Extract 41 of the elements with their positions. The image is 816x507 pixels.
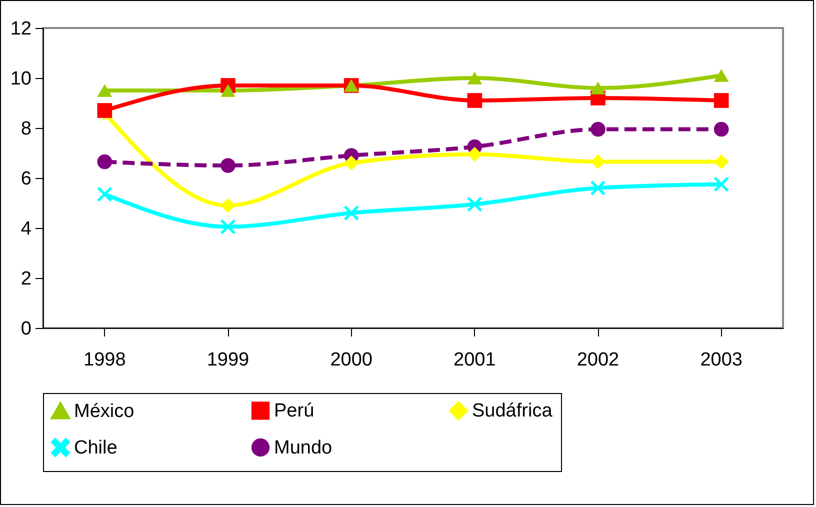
point bbox=[590, 180, 606, 196]
point bbox=[344, 206, 359, 220]
point bbox=[97, 186, 112, 202]
point bbox=[714, 176, 729, 192]
point bbox=[590, 82, 606, 94]
point bbox=[220, 198, 236, 213]
point bbox=[97, 154, 112, 170]
x-tick-label: 2000 bbox=[330, 350, 372, 370]
point bbox=[220, 219, 236, 234]
legend-label: Perú bbox=[274, 400, 314, 422]
point bbox=[590, 122, 606, 137]
point bbox=[714, 93, 729, 108]
point bbox=[714, 122, 729, 137]
point bbox=[714, 69, 729, 82]
point bbox=[97, 103, 112, 118]
point bbox=[590, 154, 606, 170]
y-tick-label: 12 bbox=[10, 18, 32, 40]
legend-label: Sudáfrica bbox=[472, 400, 553, 422]
y-tick-label: 0 bbox=[20, 318, 32, 340]
y-tick-label: 10 bbox=[10, 68, 32, 90]
y-tick-label: 2 bbox=[20, 268, 32, 290]
point bbox=[97, 84, 112, 97]
point bbox=[467, 93, 482, 108]
point bbox=[467, 72, 482, 84]
legend-label: Mundo bbox=[274, 438, 332, 458]
y-tick-label: 8 bbox=[20, 118, 32, 140]
point bbox=[714, 154, 729, 170]
point bbox=[220, 84, 236, 97]
point bbox=[467, 146, 482, 162]
legend-label: México bbox=[74, 401, 134, 422]
x-tick-label: 2003 bbox=[700, 350, 742, 370]
legend-label: Chile bbox=[74, 438, 118, 458]
y-tick-label: 6 bbox=[20, 168, 32, 190]
point bbox=[344, 156, 359, 170]
point bbox=[467, 196, 482, 212]
x-tick-label: 1999 bbox=[206, 350, 250, 370]
y-tick-label: 4 bbox=[20, 218, 32, 240]
x-tick-label: 2001 bbox=[454, 350, 496, 370]
x-tick-label: 1998 bbox=[84, 350, 126, 370]
x-tick-label: 2002 bbox=[576, 350, 620, 370]
point bbox=[220, 158, 236, 173]
